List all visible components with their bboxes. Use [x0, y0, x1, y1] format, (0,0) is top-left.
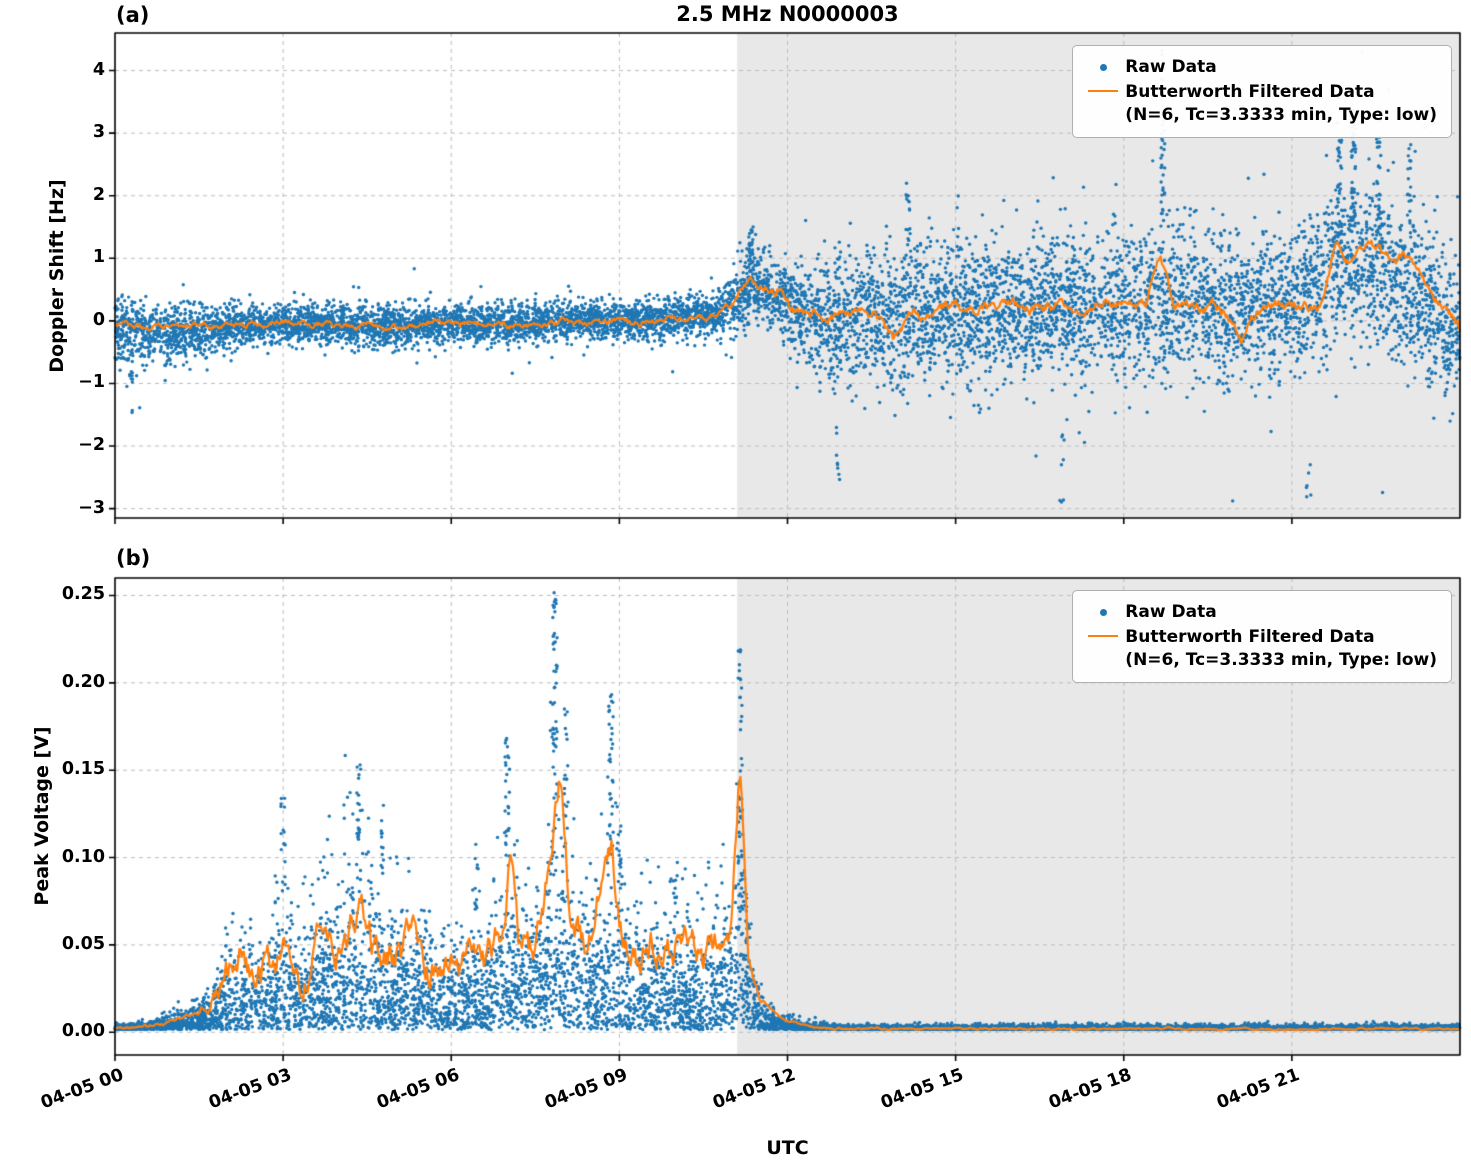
y-tick-label: 0.00: [61, 1021, 105, 1042]
y-tick-label: 0.05: [61, 933, 105, 954]
raw-data-marker: [1081, 601, 1125, 624]
y-tick-label: 0.15: [61, 759, 105, 780]
x-tick-label: 04-05 18: [1046, 1065, 1135, 1114]
legend-filtered-sublabel: (N=6, Tc=3.3333 min, Type: low): [1125, 649, 1437, 670]
legend-b: Raw Data Butterworth Filtered Data (N=6,…: [1072, 590, 1452, 683]
y-tick-label: −3: [78, 497, 105, 518]
y-axis-label-voltage: Peak Voltage [V]: [31, 726, 53, 906]
legend-raw-label: Raw Data: [1125, 602, 1217, 622]
legend-filtered-label: Butterworth Filtered Data: [1125, 627, 1375, 647]
y-tick-label: 0.10: [61, 846, 105, 867]
x-tick-label: 04-05 21: [1214, 1065, 1303, 1114]
legend-a: Raw Data Butterworth Filtered Data (N=6,…: [1072, 45, 1452, 138]
x-tick-label: 04-05 15: [878, 1065, 967, 1114]
x-axis-label: UTC: [766, 1137, 809, 1159]
legend-filtered-sublabel: (N=6, Tc=3.3333 min, Type: low): [1125, 104, 1437, 125]
y-tick-label: 1: [92, 247, 105, 268]
y-tick-label: −1: [78, 372, 105, 393]
raw-data-dot-icon: [1099, 609, 1107, 616]
filtered-line-icon: [1088, 635, 1119, 637]
x-tick-label: 04-05 06: [374, 1065, 463, 1114]
y-tick-label: 0.25: [61, 584, 105, 605]
legend-filtered-text: Butterworth Filtered Data (N=6, Tc=3.333…: [1125, 626, 1437, 672]
y-tick-label: 2: [92, 184, 105, 205]
filtered-line-icon: [1088, 90, 1119, 92]
legend-entry-raw: Raw Data: [1081, 601, 1437, 624]
filtered-data-marker: [1081, 81, 1125, 101]
x-tick-label: 04-05 03: [205, 1065, 294, 1114]
raw-data-marker: [1081, 56, 1125, 79]
legend-entry-filtered: Butterworth Filtered Data (N=6, Tc=3.333…: [1081, 81, 1437, 127]
y-tick-label: 4: [92, 59, 105, 80]
legend-entry-filtered: Butterworth Filtered Data (N=6, Tc=3.333…: [1081, 626, 1437, 672]
legend-entry-raw: Raw Data: [1081, 56, 1437, 79]
y-axis-label-doppler: Doppler Shift [Hz]: [46, 179, 68, 373]
legend-filtered-label: Butterworth Filtered Data: [1125, 82, 1375, 102]
y-tick-label: −2: [78, 435, 105, 456]
x-tick-label: 04-05 12: [710, 1065, 799, 1114]
raw-data-dot-icon: [1099, 64, 1107, 71]
x-tick-label: 04-05 09: [542, 1065, 631, 1114]
x-tick-label: 04-05 00: [37, 1065, 126, 1114]
y-tick-label: 0: [92, 309, 105, 330]
filtered-data-marker: [1081, 626, 1125, 646]
legend-raw-label: Raw Data: [1125, 57, 1217, 77]
y-tick-label: 0.20: [61, 671, 105, 692]
legend-filtered-text: Butterworth Filtered Data (N=6, Tc=3.333…: [1125, 81, 1437, 127]
y-tick-label: 3: [92, 122, 105, 143]
